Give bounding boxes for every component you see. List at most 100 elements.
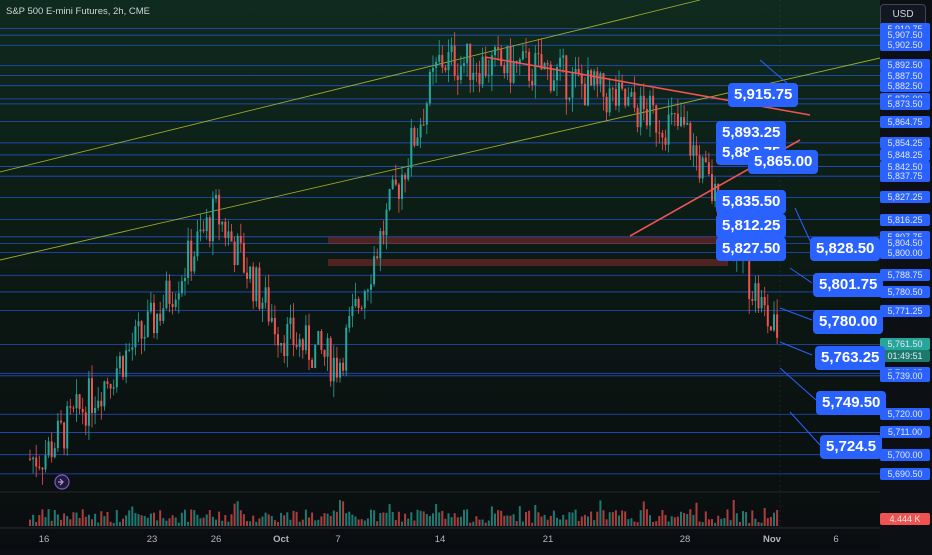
volume-bar <box>308 517 310 526</box>
candle-body <box>270 317 273 322</box>
price-axis-label: 5,873.50 <box>880 97 930 110</box>
volume-bar <box>156 520 159 526</box>
time-axis-label: Nov <box>763 534 782 545</box>
volume-bar <box>425 514 428 526</box>
candle-body <box>686 123 689 125</box>
candle-body <box>645 108 648 126</box>
volume-bar <box>388 504 391 526</box>
volume-bar <box>131 506 134 526</box>
candle-body <box>751 298 754 301</box>
candle-body <box>345 327 348 371</box>
candle-body <box>187 240 190 278</box>
volume-bar <box>202 517 205 526</box>
callout-5865-00[interactable]: 5,865.00 <box>748 150 819 174</box>
volume-bar <box>230 514 233 526</box>
callout-5724-5[interactable]: 5,724.5 <box>820 435 883 459</box>
callout-pointers <box>759 59 821 446</box>
volume-bar <box>587 516 589 526</box>
candle-body <box>100 400 103 407</box>
candle-body <box>556 67 558 81</box>
time-axis-label: 21 <box>543 534 554 545</box>
volume-bar <box>621 510 624 526</box>
candle-body <box>562 55 565 58</box>
volume-bar <box>559 519 562 526</box>
callout-5835-50[interactable]: 5,835.50 <box>716 190 787 214</box>
price-axis-label: 5,771.25 <box>880 304 930 317</box>
candle-body <box>128 349 131 351</box>
candle-body <box>664 137 667 145</box>
callout-5827-50[interactable]: 5,827.50 <box>716 237 787 261</box>
callout-5801-75[interactable]: 5,801.75 <box>813 273 884 297</box>
volume-bar <box>525 511 527 526</box>
volume-bar <box>153 512 155 526</box>
volume-bar <box>642 501 645 526</box>
candle-body <box>304 325 307 351</box>
candle-body <box>552 80 555 91</box>
candle-body <box>354 298 357 306</box>
candle-body <box>140 321 143 339</box>
candle-body <box>481 56 484 85</box>
volume-bar <box>738 521 741 526</box>
candle-body <box>766 305 769 327</box>
volume-bar <box>184 509 186 526</box>
candle-body <box>633 92 636 108</box>
candle-body <box>115 368 118 388</box>
candle-body <box>593 71 596 86</box>
candle-body <box>50 441 53 458</box>
volume-bar <box>360 519 363 526</box>
candle-body <box>351 305 354 317</box>
volume-bar <box>515 521 518 526</box>
candle-body <box>255 267 258 302</box>
resistance-zone-upper <box>328 237 728 244</box>
callout-5780-00[interactable]: 5,780.00 <box>813 310 884 334</box>
volume-bar <box>766 518 769 526</box>
volume-bar <box>593 520 596 526</box>
volume-bar <box>531 522 534 526</box>
candle-body <box>587 70 589 106</box>
time-axis: 16 23 26 Oct 7 14 21 28 Nov 6 <box>39 534 839 545</box>
volume-bar <box>78 517 81 526</box>
callout-5812-25[interactable]: 5,812.25 <box>716 214 787 238</box>
volume-bar <box>29 519 31 526</box>
volume-bar <box>60 519 62 526</box>
candle-body <box>419 124 422 138</box>
candle-body <box>84 412 87 426</box>
price-axis-label: 5,690.50 <box>880 467 930 480</box>
volume-bar <box>314 520 317 526</box>
candle-body <box>35 457 38 467</box>
volume-bar <box>667 521 670 526</box>
callout-5763-25[interactable]: 5,763.25 <box>815 346 886 370</box>
volume-bar <box>497 510 500 526</box>
volume-bar <box>280 512 283 526</box>
candle-body <box>497 47 500 49</box>
candle-body <box>447 51 450 71</box>
volume-bar <box>605 519 608 526</box>
candle-body <box>673 113 676 115</box>
currency-button[interactable]: USD <box>880 4 926 26</box>
candle-body <box>704 157 707 163</box>
volume-value-label: 4.444 K <box>880 513 930 525</box>
volume-bar <box>521 521 524 526</box>
candle-body <box>199 229 202 232</box>
candle-body <box>450 45 453 52</box>
volume-bar <box>487 520 490 526</box>
callout-5749-50[interactable]: 5,749.50 <box>816 391 887 415</box>
volume-bar <box>562 514 565 526</box>
volume-bar <box>394 520 397 526</box>
volume-bar <box>47 509 50 526</box>
volume-bar <box>689 509 692 526</box>
callout-5828-50[interactable]: 5,828.50 <box>810 237 881 261</box>
candle-body <box>205 217 208 232</box>
candle-body <box>66 406 69 449</box>
volume-bar <box>298 521 301 526</box>
candle-body <box>521 51 524 60</box>
volume-bar <box>416 509 419 526</box>
candle-body <box>487 75 490 77</box>
volume-bar <box>466 509 469 526</box>
candle-body <box>249 266 252 279</box>
candle-body <box>370 284 372 290</box>
callout-5915-75[interactable]: 5,915.75 <box>728 83 799 107</box>
volume-bar <box>658 516 661 526</box>
volume-bar <box>122 518 124 526</box>
